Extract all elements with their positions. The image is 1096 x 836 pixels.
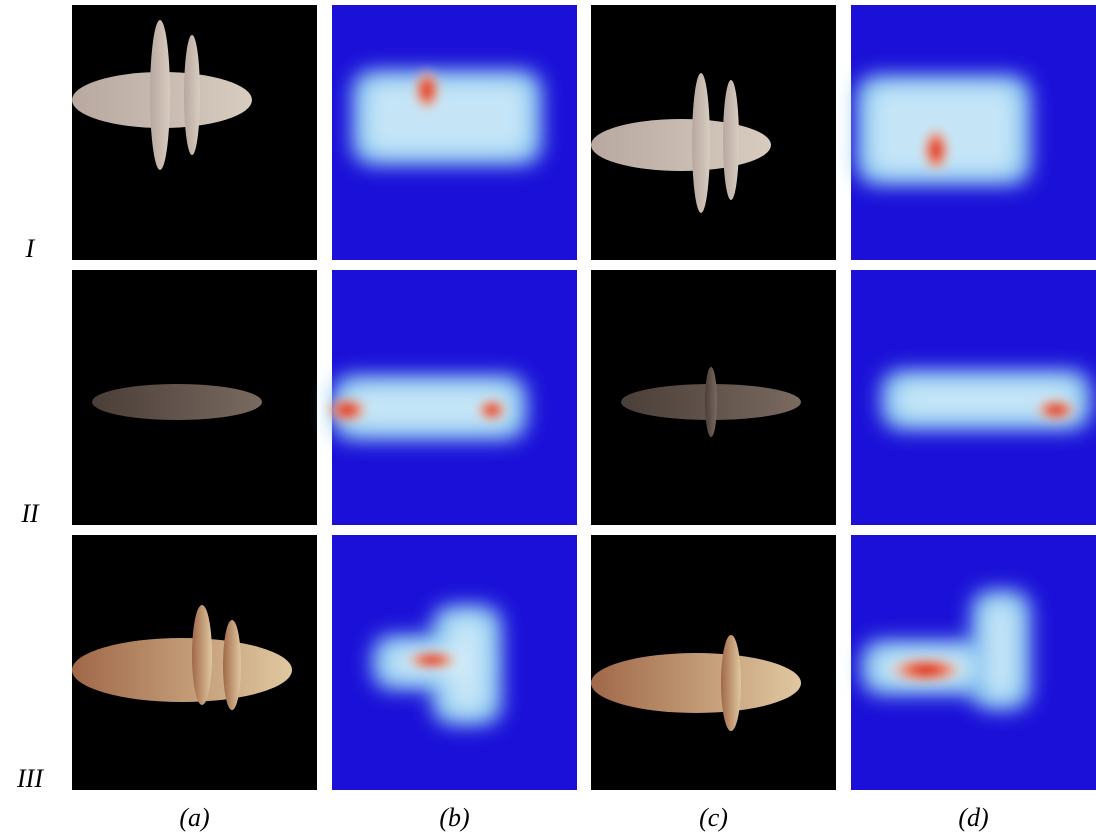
image-panel [72,270,317,525]
image-panel [591,535,836,790]
specimen [723,80,739,200]
column-label: (c) [699,803,728,832]
image-panel [72,535,317,790]
specimen [692,73,710,213]
column-label: (d) [958,803,988,832]
specimen [223,620,241,710]
row-label: III [16,764,44,793]
heat-peak [404,650,460,670]
specimen [192,605,212,705]
heat-peak [413,68,441,112]
specimen [591,119,771,171]
image-panel [591,5,836,260]
column-label: (b) [439,803,469,832]
image-panel [851,5,1096,260]
image-panel [325,270,577,525]
image-panel [591,270,836,525]
heat-peak [922,126,950,174]
specimen [184,35,200,155]
heat-peak [1034,398,1078,422]
heat-peak [476,398,508,422]
figure: IIIIII(a)(b)(c)(d) [0,0,1096,836]
image-panel [851,535,1096,790]
specimen [591,653,801,713]
specimen [92,384,262,420]
column-label: (a) [179,803,209,832]
row-label: I [25,234,36,263]
image-panel [851,270,1096,525]
image-panel [332,5,577,260]
heat-region [986,602,1016,698]
row-label: II [20,499,40,528]
heat-peak [886,656,966,684]
specimen [72,638,292,702]
specimen [721,635,741,731]
image-panel [72,5,317,260]
specimen [705,367,717,437]
heat-region [367,82,527,153]
image-panel [332,535,577,790]
heat-peak [325,396,369,424]
specimen [150,20,170,170]
